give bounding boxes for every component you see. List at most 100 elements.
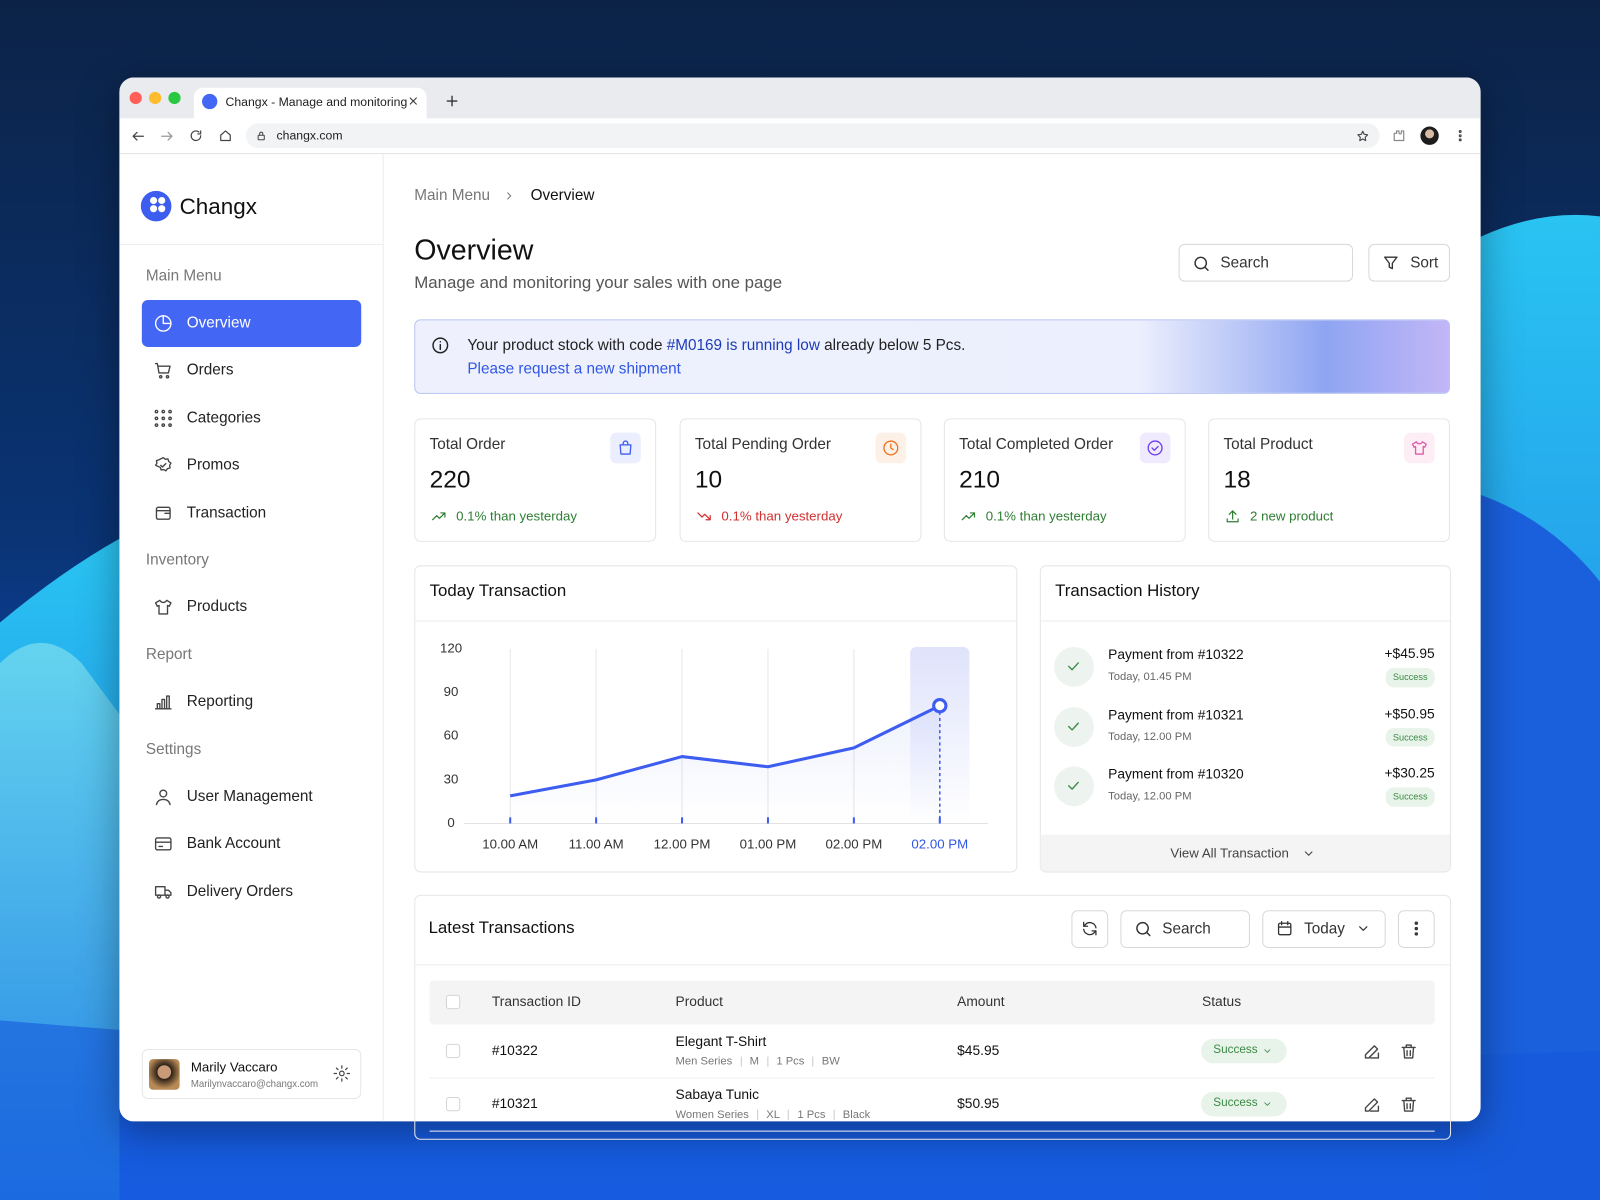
- delete-button-part: [1401, 1096, 1416, 1112]
- detail-separator: [757, 1109, 759, 1120]
- menu-item[interactable]: Delivery Orders: [186, 882, 294, 900]
- window-control[interactable]: [129, 91, 142, 105]
- menu-item[interactable]: Transaction: [186, 503, 267, 522]
- status-pill[interactable]: [1201, 1038, 1287, 1064]
- history-footer-chevron: [1304, 850, 1313, 856]
- history-footer-label[interactable]: View All Transaction: [1170, 845, 1289, 861]
- product-detail: 1 Pcs: [776, 1055, 805, 1068]
- menu-icon-part: [161, 423, 166, 427]
- more-icon-part: [1414, 926, 1419, 931]
- user-email: Marilynvaccaro@changx.com: [190, 1078, 319, 1091]
- product-detail: BW: [821, 1055, 840, 1068]
- user-avatar: [148, 1059, 180, 1090]
- search-icon-part: [1135, 921, 1149, 935]
- calendar-icon-part: [1277, 922, 1292, 936]
- menu-item[interactable]: Products: [186, 597, 248, 616]
- menu-icon: [154, 695, 172, 710]
- refresh-button[interactable]: [1071, 910, 1109, 948]
- stat-value: 18: [1223, 465, 1251, 494]
- status-chevron: [1264, 1102, 1271, 1106]
- page-title: Overview: [414, 233, 534, 266]
- stat-value: 220: [429, 465, 471, 494]
- menu-item[interactable]: Promos: [186, 456, 240, 474]
- stat-change: 0.1% than yesterday: [721, 508, 843, 524]
- date-filter[interactable]: [1262, 910, 1386, 948]
- alert-text-part: Your product stock with code: [467, 336, 667, 355]
- delete-button-part: [1401, 1043, 1416, 1059]
- reload-button-part: [190, 130, 202, 142]
- column-header: Status: [1202, 993, 1242, 1010]
- checkbox[interactable]: [445, 994, 461, 1010]
- search-icon-part: [1203, 265, 1209, 271]
- menu-icon-part: [155, 509, 171, 514]
- menu-icon-part: [168, 409, 172, 414]
- history-item-time: Today, 01.45 PM: [1108, 670, 1192, 684]
- breadcrumb-chevron-part: [507, 192, 512, 200]
- stat-card: [679, 418, 922, 542]
- breadcrumb[interactable]: Main Menu: [414, 186, 491, 205]
- column-header: Amount: [957, 993, 1005, 1010]
- alert-link[interactable]: Please request a new shipment: [467, 360, 681, 378]
- latest-title: Latest Transactions: [428, 918, 575, 937]
- history-amount: +$50.95: [1384, 705, 1435, 721]
- stat-trend-icon-part: [432, 512, 446, 521]
- menu-item-active[interactable]: [141, 299, 362, 347]
- address-bar[interactable]: [245, 123, 1380, 148]
- menu-item[interactable]: Overview: [186, 314, 251, 332]
- row-divider: [429, 1077, 1435, 1079]
- menu-icon-part: [158, 375, 163, 379]
- product-detail: 1 Pcs: [797, 1108, 826, 1121]
- sort-button[interactable]: [1368, 243, 1450, 282]
- calendar-icon: [1277, 921, 1292, 936]
- date-filter-chevron: [1359, 926, 1368, 931]
- history-title: Transaction History: [1055, 581, 1200, 601]
- menu-item[interactable]: User Management: [186, 787, 313, 806]
- stat-card: [1208, 418, 1450, 542]
- detail-separator: [833, 1109, 835, 1120]
- search-icon-part: [1193, 256, 1207, 269]
- edit-button-part: [1369, 1105, 1379, 1112]
- reload-button: [190, 130, 202, 142]
- status-chevron-part: [1264, 1102, 1271, 1106]
- checkbox[interactable]: [445, 1096, 461, 1112]
- user-settings-part: [338, 1070, 345, 1077]
- menu-icon: [154, 599, 172, 615]
- search-button[interactable]: [1178, 243, 1354, 282]
- stat-trend-icon: [432, 512, 446, 521]
- more-button[interactable]: [1397, 910, 1435, 948]
- history-footer[interactable]: [1040, 834, 1450, 872]
- new-tab-part: [446, 95, 458, 107]
- menu-icon-part: [154, 885, 172, 896]
- alert: [414, 319, 1450, 394]
- stat-trend-icon: [961, 512, 976, 521]
- table-search[interactable]: [1120, 910, 1250, 948]
- menu-icon-part: [156, 894, 162, 899]
- transaction-id: #10321: [491, 1095, 538, 1112]
- stat-trend-icon-part: [1226, 510, 1239, 523]
- amount: $50.95: [957, 1095, 1000, 1112]
- history-status: Success: [1385, 787, 1435, 807]
- more-icon-part: [1414, 921, 1419, 925]
- menu-item[interactable]: Orders: [186, 361, 234, 379]
- refresh-icon: [1083, 921, 1097, 936]
- checkbox[interactable]: [445, 1043, 461, 1059]
- menu-icon-part: [165, 894, 170, 899]
- profile-avatar[interactable]: [1420, 126, 1439, 145]
- tab[interactable]: [193, 87, 427, 121]
- detail-separator: [767, 1056, 769, 1067]
- status-pill[interactable]: [1201, 1091, 1287, 1117]
- user-card[interactable]: [141, 1048, 362, 1099]
- stat-card: [414, 418, 657, 542]
- menu-icon-part: [154, 695, 172, 710]
- window-control[interactable]: [168, 91, 181, 105]
- window-control[interactable]: [148, 91, 162, 105]
- table-header: [429, 980, 1435, 1025]
- stat-trend-icon: [1226, 510, 1239, 523]
- menu-item[interactable]: Categories: [186, 408, 261, 427]
- window-bottom-mask: [119, 1121, 1480, 1200]
- menu-item[interactable]: Reporting: [186, 692, 254, 711]
- alert-icon: [431, 336, 448, 353]
- extensions-part: [1393, 130, 1405, 142]
- new-tab: [446, 95, 458, 107]
- menu-item[interactable]: Bank Account: [186, 835, 281, 853]
